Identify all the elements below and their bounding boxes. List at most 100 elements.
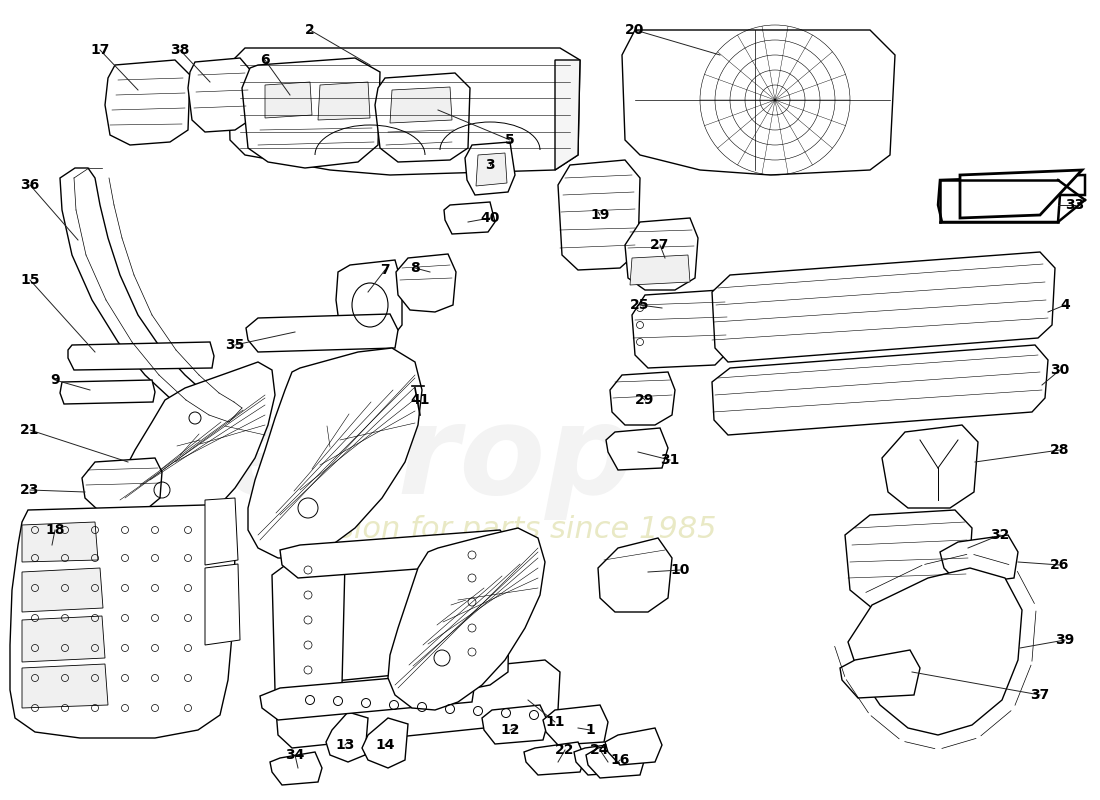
Polygon shape bbox=[280, 530, 512, 578]
Polygon shape bbox=[336, 260, 402, 342]
Text: 4: 4 bbox=[1060, 298, 1070, 312]
Text: 7: 7 bbox=[381, 263, 389, 277]
Polygon shape bbox=[104, 60, 190, 145]
Text: 8: 8 bbox=[410, 261, 420, 275]
Polygon shape bbox=[556, 60, 580, 170]
Polygon shape bbox=[22, 616, 104, 662]
Text: 17: 17 bbox=[90, 43, 110, 57]
Text: 27: 27 bbox=[650, 238, 670, 252]
Text: 39: 39 bbox=[1055, 633, 1075, 647]
Polygon shape bbox=[940, 535, 1018, 585]
Text: 11: 11 bbox=[546, 715, 564, 729]
Polygon shape bbox=[840, 650, 920, 698]
Text: 15: 15 bbox=[20, 273, 40, 287]
Text: 38: 38 bbox=[170, 43, 189, 57]
Polygon shape bbox=[275, 660, 560, 748]
Polygon shape bbox=[630, 255, 690, 285]
Polygon shape bbox=[60, 380, 155, 404]
Text: 32: 32 bbox=[990, 528, 1010, 542]
Polygon shape bbox=[205, 498, 238, 565]
Polygon shape bbox=[543, 705, 608, 745]
Polygon shape bbox=[205, 564, 240, 645]
Text: 41: 41 bbox=[410, 393, 430, 407]
Text: 12: 12 bbox=[500, 723, 519, 737]
Text: 13: 13 bbox=[336, 738, 354, 752]
Polygon shape bbox=[265, 82, 312, 118]
Text: 33: 33 bbox=[1066, 198, 1085, 212]
Polygon shape bbox=[318, 82, 370, 120]
Polygon shape bbox=[574, 742, 636, 775]
Text: 10: 10 bbox=[670, 563, 690, 577]
Polygon shape bbox=[22, 664, 108, 708]
Text: 28: 28 bbox=[1050, 443, 1069, 457]
Polygon shape bbox=[444, 202, 495, 234]
Polygon shape bbox=[625, 218, 698, 290]
Polygon shape bbox=[10, 505, 235, 738]
Polygon shape bbox=[82, 458, 162, 510]
Polygon shape bbox=[270, 752, 322, 785]
Text: 35: 35 bbox=[226, 338, 244, 352]
Polygon shape bbox=[228, 48, 580, 175]
Polygon shape bbox=[375, 73, 470, 162]
Polygon shape bbox=[882, 425, 978, 508]
Text: 29: 29 bbox=[636, 393, 654, 407]
Polygon shape bbox=[621, 30, 895, 175]
Polygon shape bbox=[524, 742, 585, 775]
Text: 31: 31 bbox=[660, 453, 680, 467]
Polygon shape bbox=[396, 254, 456, 312]
Polygon shape bbox=[242, 58, 380, 168]
Polygon shape bbox=[476, 153, 507, 186]
Text: 18: 18 bbox=[45, 523, 65, 537]
Polygon shape bbox=[586, 742, 645, 778]
Text: 36: 36 bbox=[21, 178, 40, 192]
Polygon shape bbox=[68, 342, 214, 370]
Polygon shape bbox=[712, 252, 1055, 362]
Text: 23: 23 bbox=[20, 483, 40, 497]
Text: 9: 9 bbox=[51, 373, 59, 387]
Text: 19: 19 bbox=[591, 208, 609, 222]
Text: 25: 25 bbox=[630, 298, 650, 312]
Polygon shape bbox=[116, 362, 275, 542]
Text: 37: 37 bbox=[1031, 688, 1049, 702]
Polygon shape bbox=[482, 705, 548, 744]
Text: 20: 20 bbox=[625, 23, 645, 37]
Polygon shape bbox=[188, 58, 252, 132]
Polygon shape bbox=[22, 568, 103, 612]
Text: 16: 16 bbox=[610, 753, 629, 767]
Text: 6: 6 bbox=[261, 53, 270, 67]
Polygon shape bbox=[272, 548, 345, 705]
Text: 5: 5 bbox=[505, 133, 515, 147]
Polygon shape bbox=[938, 175, 1085, 222]
Text: passion for parts since 1985: passion for parts since 1985 bbox=[284, 515, 716, 545]
Text: 21: 21 bbox=[20, 423, 40, 437]
Polygon shape bbox=[248, 348, 422, 558]
Text: 26: 26 bbox=[1050, 558, 1069, 572]
Text: 2: 2 bbox=[305, 23, 315, 37]
Text: 24: 24 bbox=[591, 743, 609, 757]
Polygon shape bbox=[960, 170, 1082, 218]
Text: 3: 3 bbox=[485, 158, 495, 172]
Text: 40: 40 bbox=[481, 211, 499, 225]
Polygon shape bbox=[362, 718, 408, 768]
Text: 14: 14 bbox=[375, 738, 395, 752]
Polygon shape bbox=[438, 532, 510, 692]
Text: 34: 34 bbox=[285, 748, 305, 762]
Polygon shape bbox=[712, 345, 1048, 435]
Polygon shape bbox=[606, 428, 668, 470]
Polygon shape bbox=[845, 510, 972, 608]
Polygon shape bbox=[22, 522, 98, 562]
Text: 1: 1 bbox=[585, 723, 595, 737]
Polygon shape bbox=[390, 87, 452, 123]
Polygon shape bbox=[326, 712, 368, 762]
Polygon shape bbox=[848, 568, 1022, 735]
Polygon shape bbox=[260, 672, 475, 720]
Polygon shape bbox=[605, 728, 662, 765]
Text: europ: europ bbox=[224, 399, 636, 521]
Polygon shape bbox=[598, 538, 672, 612]
Polygon shape bbox=[632, 290, 730, 368]
Polygon shape bbox=[388, 528, 544, 710]
Polygon shape bbox=[610, 372, 675, 425]
Polygon shape bbox=[558, 160, 640, 270]
Text: 30: 30 bbox=[1050, 363, 1069, 377]
Polygon shape bbox=[465, 142, 515, 195]
